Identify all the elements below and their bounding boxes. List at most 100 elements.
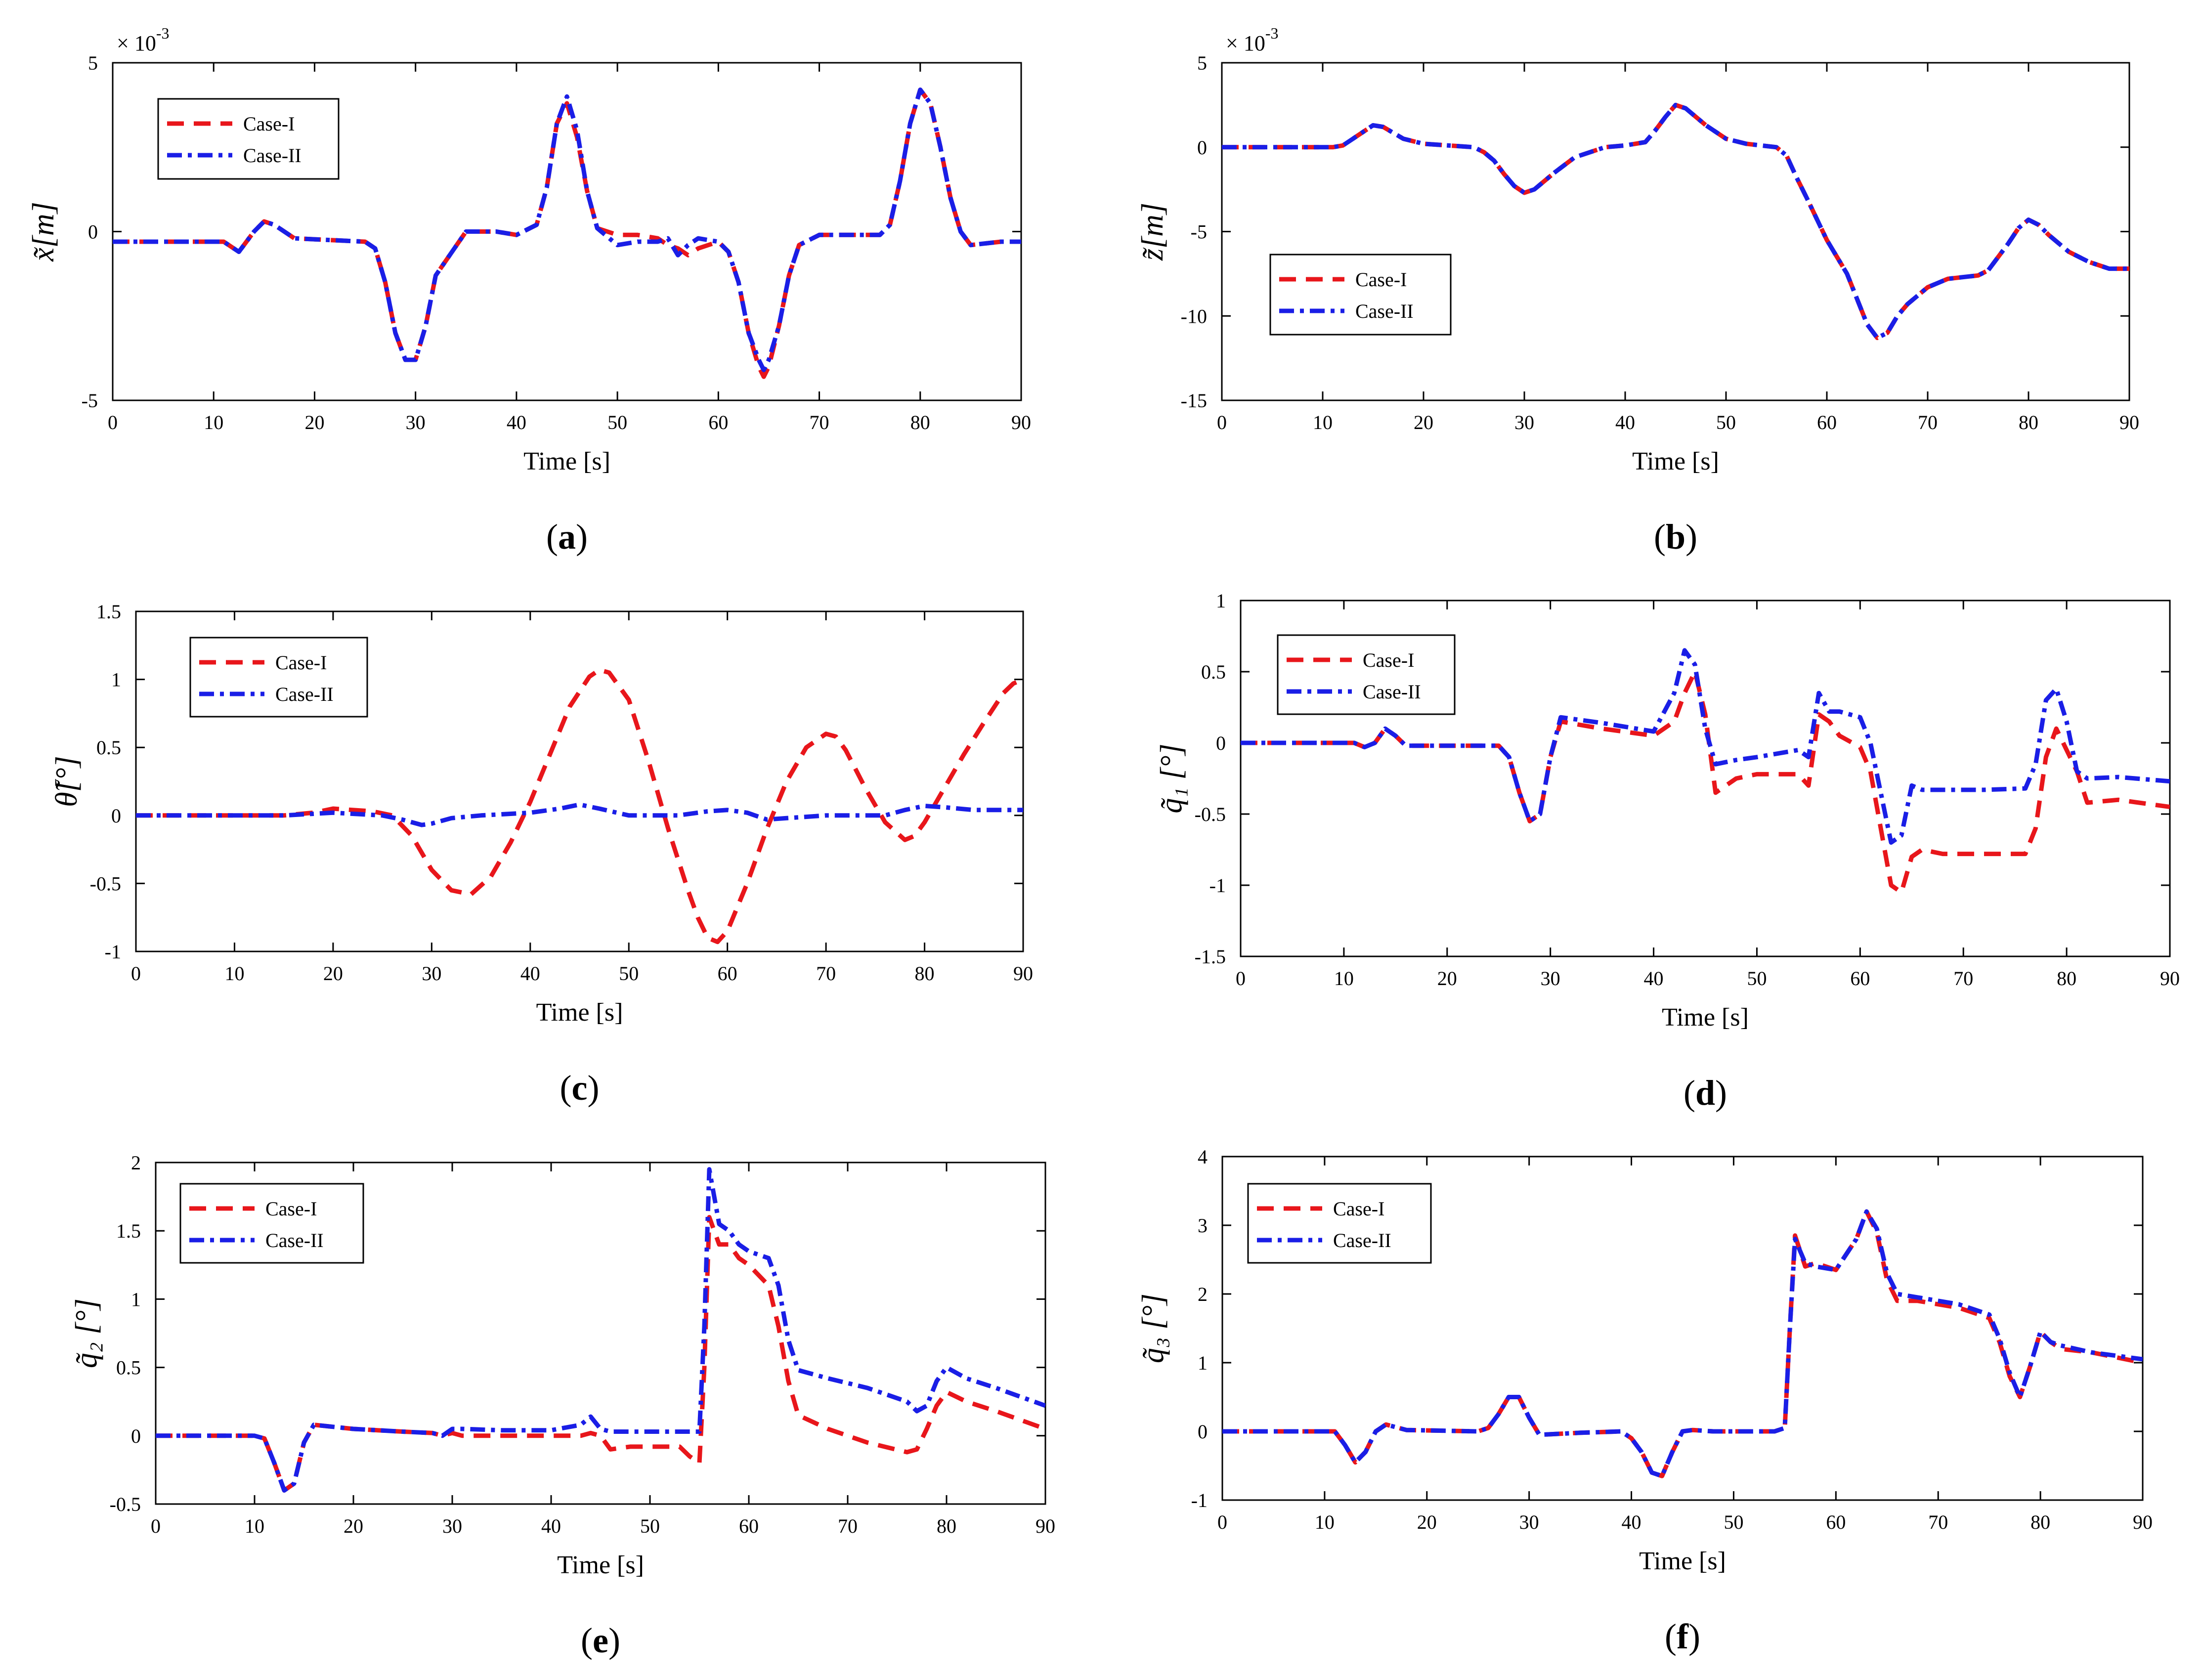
y-tick-label: 4: [1198, 1146, 1208, 1168]
x-tick-label: 0: [1236, 967, 1246, 990]
x-tick-label: 50: [1716, 411, 1736, 433]
x-tick-label: 40: [1622, 1511, 1641, 1533]
x-tick-label: 20: [1417, 1511, 1437, 1533]
y-tick-label: -1.5: [1195, 946, 1226, 968]
legend-box: [1247, 1183, 1432, 1264]
exponent-base: × 10: [1226, 31, 1265, 55]
series-line-case-ii: [1222, 1209, 2143, 1478]
y-axis-label: z̃[m]: [1136, 203, 1169, 261]
x-tick-label: 20: [1437, 967, 1457, 990]
y-tick-label: 1.5: [96, 601, 121, 623]
x-tick-label: 30: [1519, 1511, 1539, 1533]
x-axis-label: Time [s]: [557, 1551, 644, 1579]
legend: Case-I Case-II: [189, 637, 368, 718]
x-tick-label: 50: [607, 411, 627, 433]
legend: Case-I Case-II: [157, 98, 340, 180]
y-tick-label: 0.5: [116, 1357, 141, 1379]
legend-entry-case-i: Case-I: [275, 651, 327, 674]
series-line-case-ii: [136, 802, 1023, 827]
y-axis-label: x̃[m]: [27, 202, 60, 262]
subcaption-open: (: [1684, 1073, 1695, 1113]
legend-box: [157, 98, 340, 180]
series-line-case-i: [1222, 102, 2129, 341]
legend-box: [179, 1183, 364, 1264]
y-tick-label: -0.5: [90, 872, 121, 895]
x-tick-label: 30: [422, 962, 441, 985]
y-tick-label: -0.5: [110, 1493, 141, 1515]
subcaption: (c): [560, 1068, 600, 1108]
y-tick-label: 0: [1216, 732, 1226, 754]
legend-entry-case-ii: Case-II: [243, 144, 302, 167]
subcaption: (b): [1654, 517, 1697, 557]
legend-entry-case-ii: Case-II: [275, 683, 334, 705]
y-tick-label: 1: [1198, 1352, 1208, 1374]
subcaption-open: (: [546, 517, 558, 557]
y-axis-label: q̃₂ [°]: [70, 1298, 103, 1368]
y-tick-label: 1: [1216, 590, 1226, 612]
subcaption-close: ): [1715, 1073, 1727, 1113]
x-tick-label: 60: [1826, 1511, 1846, 1533]
y-tick-label: -0.5: [1195, 803, 1226, 825]
x-tick-label: 80: [937, 1515, 956, 1537]
x-tick-label: 10: [1334, 967, 1354, 990]
x-tick-label: 0: [108, 411, 118, 433]
subcaption: (f): [1665, 1617, 1700, 1656]
x-tick-label: 80: [910, 411, 930, 433]
y-tick-label: -1: [1209, 874, 1226, 897]
x-tick-label: 50: [1724, 1511, 1743, 1533]
plot-frame: [1221, 62, 2130, 401]
legend: Case-I Case-II: [179, 1183, 364, 1264]
series-line-case-ii: [113, 87, 1021, 372]
x-tick-label: 20: [1414, 411, 1433, 433]
subcaption-open: (: [1665, 1617, 1677, 1656]
subcaption-letter: f: [1677, 1617, 1689, 1656]
x-tick-label: 40: [1644, 967, 1664, 990]
y-axis-label: θ̃[°]: [50, 756, 84, 807]
exponent-power: -3: [1265, 24, 1279, 42]
chart-panel-f: 0 10 20 30 40 50 60 70 80 90 -1 0 1 2 3 4 Time [s] q̃₃ [°…: [1136, 1146, 2153, 1656]
y-tick-label: -15: [1181, 389, 1207, 412]
x-tick-label: 0: [1217, 411, 1227, 433]
legend-box: [1277, 634, 1456, 715]
y-tick-label: 5: [1197, 52, 1207, 74]
x-tick-label: 0: [151, 1515, 161, 1537]
x-axis-label: Time [s]: [523, 447, 610, 475]
y-tick-label: 0: [131, 1425, 141, 1447]
legend: Case-I Case-II: [1269, 254, 1452, 336]
x-axis-label: Time [s]: [1662, 1003, 1749, 1032]
y-tick-label: 2: [131, 1152, 141, 1174]
y-tick-label: 1: [111, 669, 121, 691]
x-tick-label: 60: [739, 1515, 759, 1537]
x-tick-label: 80: [2030, 1511, 2050, 1533]
subcaption-letter: b: [1666, 517, 1685, 557]
series-line-case-ii: [1241, 648, 2170, 845]
chart-panel-a: 0 10 20 30 40 50 60 70 80 90 -5 0 5 × 10-3 Time [s] x̃[…: [27, 24, 1031, 557]
subcaption-close: ): [576, 517, 588, 557]
exponent-power: -3: [156, 24, 170, 42]
y-tick-label: -1: [1191, 1489, 1208, 1511]
y-tick-label: 1.5: [116, 1220, 141, 1242]
legend-entry-case-ii: Case-II: [1333, 1229, 1391, 1251]
x-tick-label: 20: [344, 1515, 363, 1537]
plot-frame: [1240, 600, 2171, 957]
subcaption: (e): [581, 1621, 620, 1660]
chart-panel-e: 0 10 20 30 40 50 60 70 80 90 -0.5 0 0.5 1 1.5 2 Time [s]…: [70, 1152, 1055, 1660]
x-tick-label: 60: [1817, 411, 1837, 433]
x-tick-label: 80: [2019, 411, 2038, 433]
subcaption-letter: d: [1695, 1073, 1715, 1113]
legend-entry-case-i: Case-I: [1363, 649, 1414, 671]
x-tick-label: 80: [2057, 967, 2076, 990]
subcaption-close: ): [608, 1621, 620, 1660]
x-tick-label: 90: [2133, 1511, 2153, 1533]
x-tick-label: 30: [1514, 411, 1534, 433]
x-tick-label: 30: [442, 1515, 462, 1537]
y-tick-label: 2: [1198, 1283, 1208, 1305]
x-tick-label: 60: [708, 411, 728, 433]
subcaption-open: (: [581, 1621, 593, 1660]
plot-frame: [135, 610, 1024, 952]
y-tick-label: 0.5: [1201, 661, 1226, 683]
x-tick-label: 60: [718, 962, 737, 985]
legend-entry-case-i: Case-I: [1355, 268, 1407, 291]
x-tick-label: 80: [915, 962, 935, 985]
plot-frame: [155, 1162, 1046, 1505]
